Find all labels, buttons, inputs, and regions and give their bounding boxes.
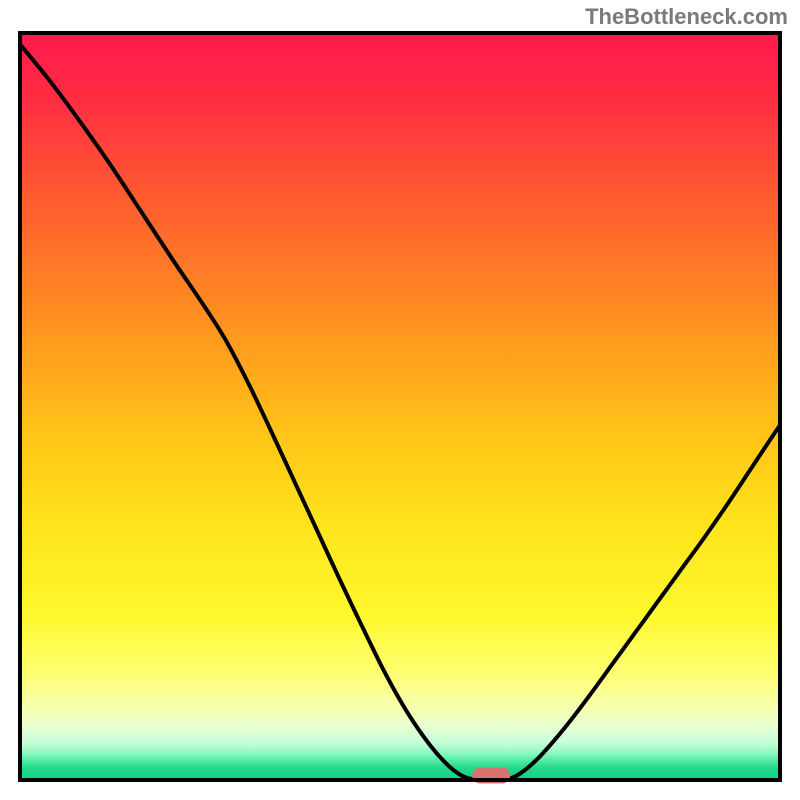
watermark-text: TheBottleneck.com [585, 4, 788, 30]
bottleneck-chart [0, 0, 800, 800]
plot-background [20, 33, 780, 780]
